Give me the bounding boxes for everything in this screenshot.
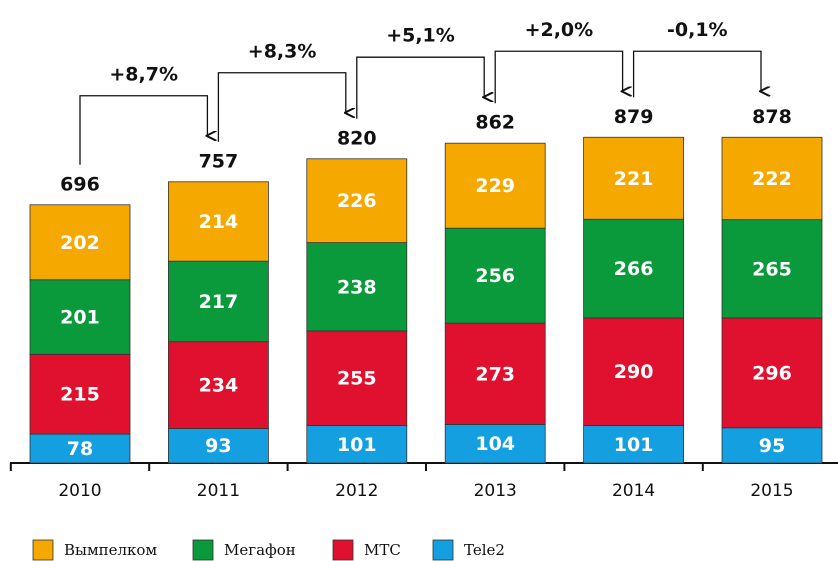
total-label: 696 [60, 173, 100, 195]
segment-label: 296 [752, 362, 792, 384]
growth-arrow [494, 50, 622, 104]
bar-segment [444, 424, 546, 464]
bar-segment [167, 260, 269, 343]
segment-label: 104 [475, 433, 515, 455]
bar-segment [721, 427, 823, 464]
growth-arrow [79, 95, 207, 165]
bar-segment [583, 218, 684, 319]
total-label: 757 [199, 150, 239, 172]
x-tick-label: 2012 [335, 481, 378, 501]
segment-label: 217 [199, 291, 239, 313]
bar-segment [167, 181, 269, 262]
segment-label: 234 [199, 375, 239, 397]
bar-segment [583, 425, 684, 464]
bar-segment [721, 317, 823, 429]
bar-segment [306, 425, 408, 464]
bar-segment [306, 330, 408, 426]
segment-label: 265 [752, 258, 792, 280]
bar-segment [306, 158, 408, 244]
growth-label: -0,1% [667, 19, 728, 41]
x-tick-label: 2010 [58, 481, 101, 501]
total-label: 879 [614, 106, 654, 128]
segment-label: 229 [475, 175, 515, 197]
segment-label: 101 [614, 434, 654, 456]
x-tick-label: 2013 [474, 481, 517, 501]
growth-label: +8,3% [248, 40, 317, 62]
legend-swatch [432, 539, 454, 561]
segment-label: 202 [60, 232, 100, 254]
bar-segment [306, 242, 408, 332]
growth-arrow [217, 72, 345, 142]
growth-label: +2,0% [525, 19, 594, 41]
segment-label: 221 [614, 168, 654, 190]
segment-label: 256 [475, 265, 515, 287]
legend-swatch [32, 539, 54, 561]
segment-label: 226 [337, 190, 377, 212]
legend-label: Мегафон [224, 541, 296, 559]
bar-segment [167, 341, 269, 429]
total-label: 862 [475, 112, 515, 134]
bar-segment [721, 136, 823, 221]
segment-label: 78 [67, 438, 93, 460]
segment-label: 201 [60, 307, 100, 329]
legend-label: Вымпелком [64, 541, 157, 559]
segment-label: 93 [205, 435, 231, 457]
segment-label: 238 [337, 276, 377, 298]
growth-arrow [356, 56, 484, 119]
bar-segment [583, 317, 684, 426]
bar-segment [444, 322, 546, 425]
segment-label: 215 [60, 384, 100, 406]
bar-segment [167, 428, 269, 464]
bar-segment [29, 433, 131, 464]
segment-label: 273 [475, 363, 515, 385]
growth-label: +5,1% [386, 25, 455, 47]
bar-segment [444, 142, 546, 229]
bar-segment [29, 353, 131, 435]
segment-label: 222 [752, 168, 792, 190]
growth-arrow [632, 50, 761, 98]
legend-swatch [192, 539, 214, 561]
legend-label: Tele2 [464, 541, 505, 559]
legend-label: МТС [364, 541, 401, 559]
bar-segment [721, 219, 823, 319]
total-label: 878 [752, 106, 792, 128]
segment-label: 290 [614, 361, 654, 383]
segment-label: 101 [337, 434, 377, 456]
segment-label: 266 [614, 258, 654, 280]
bar-segment [29, 204, 131, 281]
growth-label: +8,7% [109, 63, 178, 85]
segment-label: 214 [199, 211, 239, 233]
bar-segment [444, 227, 546, 324]
bar-segment [583, 136, 684, 220]
x-tick-label: 2014 [612, 481, 655, 501]
total-label: 820 [337, 127, 377, 149]
segment-label: 255 [337, 368, 377, 390]
segment-label: 95 [759, 435, 785, 457]
legend-swatch [332, 539, 354, 561]
x-tick-label: 2015 [750, 481, 793, 501]
x-tick-label: 2011 [197, 481, 240, 501]
